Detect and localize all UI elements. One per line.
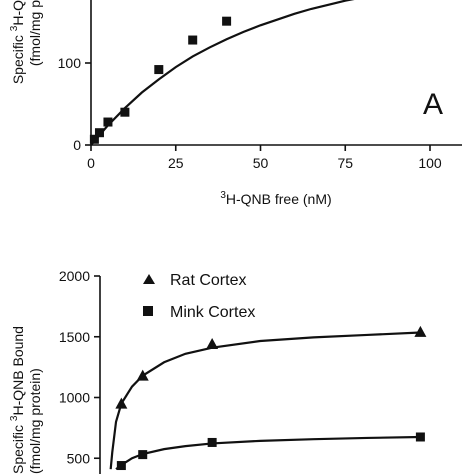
panel-a-x-tick-label: 50 — [253, 155, 269, 171]
rat-cortex-data-point — [115, 397, 128, 409]
panel-b-points — [115, 325, 427, 471]
legend: Rat Cortex Mink Cortex — [143, 272, 255, 321]
panel-a-x-tick-label: 100 — [418, 155, 442, 171]
panel-b-fit-curve-layer — [109, 331, 421, 471]
panel-b-y-tick-label: 500 — [67, 450, 91, 466]
panel-a-ticks: 0 25 50 75 100 0 100 — [58, 55, 442, 171]
panel-a-y-tick-label: 0 — [73, 137, 81, 153]
panel-a-fit-curve-layer — [90, 0, 355, 146]
legend-label-mink-cortex: Mink Cortex — [170, 304, 255, 321]
panel-a-fit-curve — [90, 0, 355, 146]
panel-a-data-point — [188, 35, 198, 45]
panel-b-y-tick-label: 2000 — [59, 268, 90, 284]
panel-b-ticks: 500 1000 1500 2000 — [59, 268, 100, 466]
panel-b-mink-cortex-curve — [115, 435, 421, 471]
panel-a-y-axis-label-line1: Specific 3H-Q — [9, 0, 26, 84]
rat-cortex-data-point — [136, 369, 149, 381]
panel-a-y-tick-label: 100 — [58, 55, 82, 71]
panel-b-y-tick-label: 1000 — [59, 390, 90, 406]
rat-cortex-data-point — [206, 338, 219, 350]
panel-b-y-tick-label: 1500 — [59, 329, 90, 345]
mink-cortex-data-point — [116, 461, 126, 471]
panel-b-y-axis-label-line1: Specific 3H-QNB Bound — [9, 326, 26, 474]
panel-a-data-point — [94, 128, 104, 138]
panel-a-data-point — [103, 117, 113, 127]
panel-a-data-point — [154, 65, 164, 75]
panel-a-x-axis-label: 3H-QNB free (nM) — [220, 190, 331, 207]
rat-cortex-data-point — [414, 325, 427, 337]
legend-marker-rat-cortex — [143, 274, 155, 284]
panel-a: 0 25 50 75 100 0 100 3H-QNB free (nM) Specific… — [9, 0, 462, 207]
legend-marker-mink-cortex — [143, 306, 153, 316]
mink-cortex-data-point — [138, 450, 148, 460]
legend-label-rat-cortex: Rat Cortex — [170, 272, 246, 289]
panel-a-points — [89, 16, 232, 144]
panel-b-y-axis-label-line2: (fmol/mg protein) — [27, 368, 43, 474]
panel-a-y-axis-label-line2: (fmol/mg p — [27, 0, 43, 66]
panel-a-data-point — [120, 107, 130, 117]
panel-a-x-tick-label: 25 — [168, 155, 184, 171]
mink-cortex-data-point — [415, 432, 425, 442]
panel-a-x-tick-label: 75 — [337, 155, 353, 171]
panel-letter-a: A — [423, 88, 443, 121]
panel-a-data-point — [89, 134, 99, 144]
panel-a-data-point — [222, 16, 232, 26]
panel-b-rat-cortex-curve — [109, 331, 421, 470]
panel-a-x-tick-label: 0 — [87, 155, 95, 171]
mink-cortex-data-point — [207, 437, 217, 447]
panel-b: 500 1000 1500 2000 Rat Cortex Mink Cortex S… — [9, 268, 427, 474]
